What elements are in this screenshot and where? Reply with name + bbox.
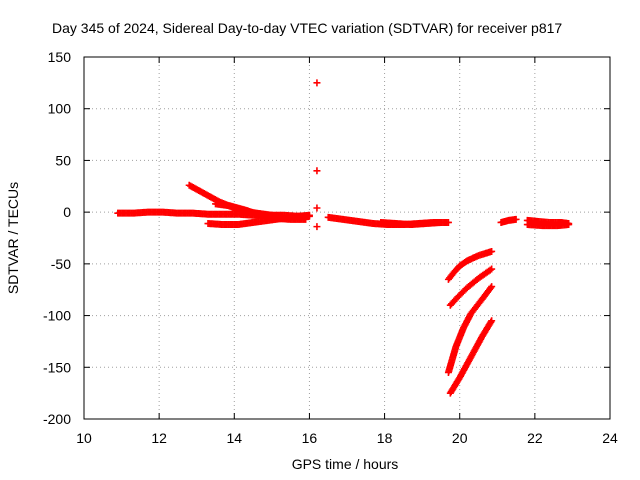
y-tick-label: -200 xyxy=(43,411,71,427)
grid xyxy=(84,57,610,419)
data-point xyxy=(487,318,495,326)
y-tick-label: -100 xyxy=(43,308,71,324)
data-points xyxy=(114,79,573,397)
data-point xyxy=(305,211,313,219)
data-point xyxy=(488,247,496,255)
data-point xyxy=(444,218,452,226)
y-tick-label: -150 xyxy=(43,359,71,375)
chart-title: Day 345 of 2024, Sidereal Day-to-day VTE… xyxy=(52,20,562,36)
x-axis-label: GPS time / hours xyxy=(292,456,399,472)
x-tick-label: 22 xyxy=(527,430,543,446)
data-point xyxy=(486,266,494,274)
x-tick-label: 24 xyxy=(602,430,618,446)
data-point xyxy=(488,283,496,291)
y-tick-label: -50 xyxy=(51,256,71,272)
data-point xyxy=(512,215,520,223)
data-point xyxy=(565,221,573,229)
y-tick-label: 0 xyxy=(63,204,71,220)
x-tick-label: 14 xyxy=(226,430,242,446)
data-point xyxy=(313,204,321,212)
y-tick-label: 50 xyxy=(55,152,71,168)
x-tick-label: 20 xyxy=(452,430,468,446)
plot-frame xyxy=(83,56,611,420)
y-tick-label: 100 xyxy=(48,101,72,117)
data-point xyxy=(488,265,496,273)
data-point xyxy=(313,223,321,231)
x-tick-label: 16 xyxy=(302,430,318,446)
data-point xyxy=(313,167,321,175)
data-point xyxy=(487,284,495,292)
x-tick-label: 10 xyxy=(76,430,92,446)
x-tick-label: 12 xyxy=(151,430,167,446)
x-axis: 10 12 14 16 18 20 22 24 xyxy=(76,57,618,446)
y-axis: 150 100 50 0 -50 -100 -150 -200 xyxy=(43,49,610,427)
data-point xyxy=(488,317,496,325)
y-axis-label: SDTVAR / TECUs xyxy=(5,182,21,294)
data-point xyxy=(313,79,321,87)
data-point xyxy=(437,218,445,226)
x-tick-label: 18 xyxy=(377,430,393,446)
y-tick-label: 150 xyxy=(48,49,72,65)
